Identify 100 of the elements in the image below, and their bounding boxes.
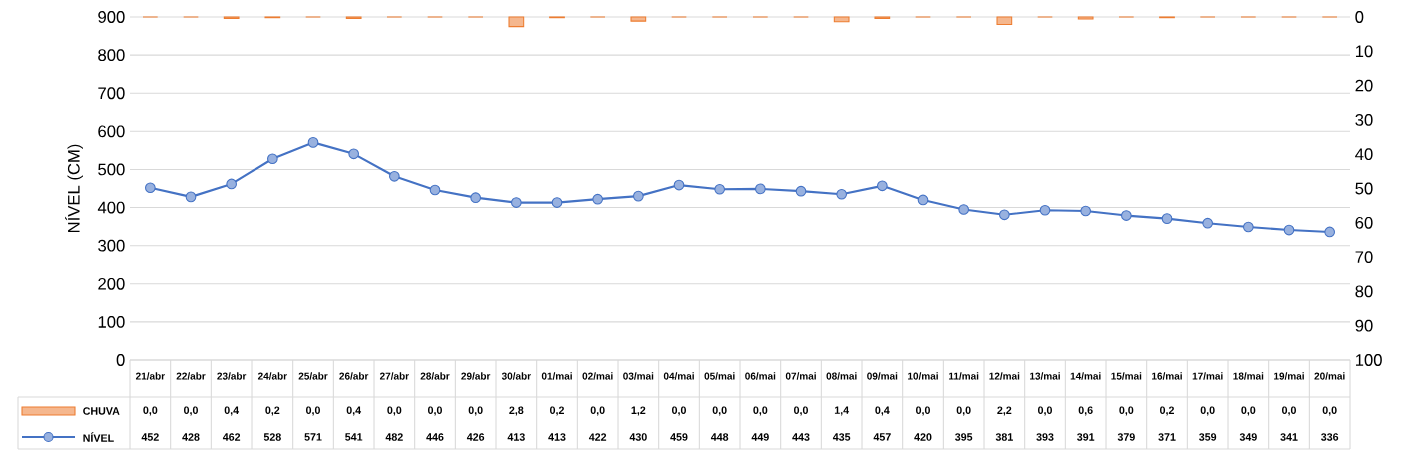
data-label: 0,0 bbox=[956, 406, 971, 416]
point bbox=[185, 191, 197, 203]
data-label: 430 bbox=[629, 433, 647, 441]
point bbox=[877, 180, 888, 192]
point bbox=[1039, 204, 1051, 216]
y2-tick-label: 70 bbox=[1355, 251, 1373, 264]
x-tick-label: 04/mai bbox=[663, 372, 694, 380]
data-label: 359 bbox=[1199, 433, 1217, 441]
point bbox=[1202, 217, 1214, 229]
data-label: 0,0 bbox=[1200, 406, 1215, 416]
y2-tick-label: 50 bbox=[1355, 182, 1373, 195]
point bbox=[673, 179, 685, 191]
y-tick-label: 600 bbox=[98, 125, 125, 138]
x-tick-label: 08/mai bbox=[826, 372, 857, 380]
data-label: 459 bbox=[670, 433, 688, 441]
point bbox=[1121, 210, 1132, 221]
x-tick-label: 30/abr bbox=[501, 372, 531, 380]
y2-tick-label: 10 bbox=[1355, 45, 1373, 58]
data-label: 393 bbox=[1036, 433, 1054, 441]
x-tick-label: 24/abr bbox=[257, 372, 287, 380]
data-label: 379 bbox=[1117, 433, 1135, 441]
x-tick-label: 14/mai bbox=[1070, 372, 1101, 380]
y-axis-title: NÍVEL (CM) bbox=[65, 144, 83, 233]
data-label: 0,0 bbox=[672, 406, 686, 416]
x-tick-label: 15/mai bbox=[1111, 372, 1142, 380]
y2-tick-label: 20 bbox=[1355, 79, 1373, 92]
y-tick-label: 0 bbox=[116, 354, 125, 366]
data-label: 2,8 bbox=[509, 406, 524, 416]
x-tick-label: 22/abr bbox=[176, 372, 206, 380]
y-tick-label: 500 bbox=[98, 163, 125, 176]
point bbox=[836, 188, 848, 200]
y-tick-label: 400 bbox=[97, 201, 125, 214]
data-label: 413 bbox=[507, 433, 525, 441]
data-label: 1,4 bbox=[834, 406, 850, 416]
data-label: 482 bbox=[385, 433, 403, 441]
data-label: 0,0 bbox=[794, 406, 808, 416]
point bbox=[307, 137, 319, 148]
x-tick-label: 20/mai bbox=[1314, 372, 1345, 380]
data-label: 0,4 bbox=[875, 406, 890, 416]
data-label: 571 bbox=[304, 433, 322, 441]
y2-tick-label: 100 bbox=[1355, 354, 1382, 366]
y2-tick-label: 40 bbox=[1355, 148, 1373, 161]
data-label: 371 bbox=[1158, 433, 1176, 441]
x-tick-label: 29/abr bbox=[461, 372, 491, 380]
x-tick-label: 16/mai bbox=[1152, 372, 1182, 380]
data-label: 0,0 bbox=[753, 406, 768, 416]
y2-tick-label: 0 bbox=[1355, 11, 1364, 23]
y2-tick-label: 90 bbox=[1355, 319, 1373, 332]
data-label: 426 bbox=[466, 433, 485, 441]
data-label: 0,0 bbox=[143, 406, 158, 416]
point bbox=[1283, 224, 1295, 236]
data-label: 381 bbox=[995, 433, 1013, 441]
data-label: 422 bbox=[588, 433, 607, 441]
x-tick-label: 27/abr bbox=[379, 372, 409, 380]
x-tick-label: 12/mai bbox=[989, 372, 1020, 380]
y-tick-label: 800 bbox=[98, 49, 125, 62]
data-label: 1,2 bbox=[631, 406, 646, 416]
x-tick-label: 13/mai bbox=[1030, 372, 1060, 380]
data-label: 349 bbox=[1239, 433, 1257, 441]
legend-label: CHUVA bbox=[83, 407, 120, 415]
data-label: 0,0 bbox=[306, 406, 320, 416]
data-label: 541 bbox=[345, 433, 363, 441]
data-label: 391 bbox=[1077, 433, 1095, 441]
point bbox=[551, 197, 563, 208]
data-label: 341 bbox=[1280, 433, 1298, 441]
x-tick-label: 25/abr bbox=[298, 372, 328, 380]
data-label: 435 bbox=[832, 433, 851, 441]
data-label: 0,2 bbox=[550, 406, 564, 416]
point bbox=[470, 192, 482, 203]
x-tick-label: 11/mai bbox=[949, 372, 979, 380]
data-label: 528 bbox=[263, 433, 281, 441]
point bbox=[145, 182, 156, 194]
point bbox=[1242, 221, 1254, 233]
point bbox=[1080, 205, 1092, 217]
x-tick-label: 23/abr bbox=[217, 372, 247, 380]
data-label: 457 bbox=[873, 433, 891, 441]
point bbox=[348, 148, 360, 160]
data-label: 420 bbox=[914, 433, 932, 441]
x-tick-label: 07/mai bbox=[785, 372, 816, 380]
x-tick-label: 06/mai bbox=[745, 372, 776, 380]
point bbox=[1161, 213, 1173, 224]
data-label: 0,0 bbox=[1038, 406, 1052, 416]
x-tick-label: 21/abr bbox=[135, 372, 165, 380]
data-label: 0,4 bbox=[346, 406, 362, 416]
x-tick-label: 18/mai bbox=[1233, 372, 1264, 380]
point bbox=[795, 185, 807, 197]
x-tick-label: 10/mai bbox=[908, 372, 938, 380]
point bbox=[958, 204, 970, 215]
data-label: 2,2 bbox=[997, 406, 1012, 416]
point bbox=[755, 183, 766, 195]
point bbox=[999, 209, 1010, 221]
x-tick-label: 19/mai bbox=[1274, 372, 1304, 380]
data-label: 428 bbox=[182, 433, 200, 441]
point bbox=[429, 184, 441, 196]
data-label: 0,0 bbox=[1119, 406, 1134, 416]
data-label: 0,0 bbox=[1322, 406, 1337, 416]
y-tick-label: 900 bbox=[98, 11, 125, 23]
legend-label: NÍVEL bbox=[83, 432, 114, 442]
y-tick-label: 100 bbox=[98, 316, 125, 328]
point bbox=[511, 197, 522, 208]
